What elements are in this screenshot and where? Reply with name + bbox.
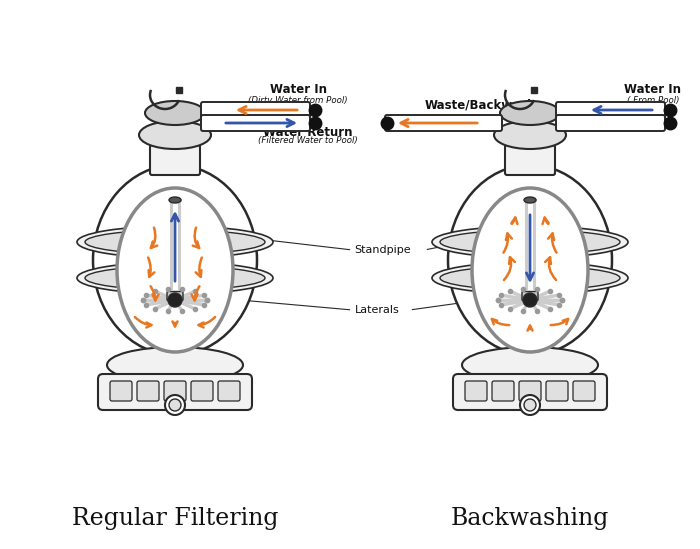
FancyBboxPatch shape — [218, 381, 240, 401]
Ellipse shape — [472, 188, 588, 352]
Circle shape — [524, 399, 536, 411]
Ellipse shape — [432, 226, 628, 258]
FancyBboxPatch shape — [137, 381, 159, 401]
Ellipse shape — [117, 188, 233, 352]
Circle shape — [168, 293, 182, 307]
FancyBboxPatch shape — [546, 381, 568, 401]
Ellipse shape — [432, 262, 628, 294]
FancyBboxPatch shape — [492, 381, 514, 401]
FancyBboxPatch shape — [519, 381, 541, 401]
Text: Waste/Backwash: Waste/Backwash — [425, 98, 536, 111]
FancyBboxPatch shape — [164, 381, 186, 401]
FancyBboxPatch shape — [573, 381, 595, 401]
Ellipse shape — [524, 197, 536, 203]
Text: Water In: Water In — [624, 83, 682, 96]
FancyBboxPatch shape — [556, 102, 665, 118]
Ellipse shape — [107, 347, 243, 383]
FancyBboxPatch shape — [453, 374, 607, 410]
Ellipse shape — [448, 165, 612, 355]
FancyBboxPatch shape — [110, 381, 132, 401]
Ellipse shape — [440, 230, 620, 254]
Ellipse shape — [77, 226, 273, 258]
Text: (Dirty Water from Pool): (Dirty Water from Pool) — [248, 96, 348, 105]
FancyBboxPatch shape — [385, 115, 502, 131]
Ellipse shape — [139, 121, 211, 149]
Ellipse shape — [440, 266, 620, 290]
FancyBboxPatch shape — [191, 381, 213, 401]
FancyBboxPatch shape — [201, 115, 310, 131]
FancyBboxPatch shape — [98, 374, 252, 410]
FancyBboxPatch shape — [201, 102, 310, 118]
FancyBboxPatch shape — [150, 145, 200, 175]
Circle shape — [523, 293, 537, 307]
FancyBboxPatch shape — [465, 381, 487, 401]
Text: Regular Filtering: Regular Filtering — [71, 507, 279, 530]
Ellipse shape — [145, 101, 205, 125]
Ellipse shape — [93, 165, 257, 355]
Text: (Filtered Water to Pool): (Filtered Water to Pool) — [258, 136, 358, 145]
Circle shape — [165, 395, 185, 415]
Ellipse shape — [85, 230, 265, 254]
Ellipse shape — [462, 347, 598, 383]
Text: Backwashing: Backwashing — [451, 507, 609, 530]
Ellipse shape — [169, 197, 181, 203]
FancyBboxPatch shape — [556, 115, 665, 131]
Ellipse shape — [85, 266, 265, 290]
Text: ( From Pool): ( From Pool) — [626, 96, 679, 105]
Ellipse shape — [77, 262, 273, 294]
Text: Water Return: Water Return — [263, 126, 353, 139]
Text: Laterals: Laterals — [354, 305, 399, 315]
Circle shape — [520, 395, 540, 415]
FancyBboxPatch shape — [505, 145, 555, 175]
Circle shape — [169, 399, 181, 411]
Text: Standpipe: Standpipe — [354, 245, 411, 255]
FancyBboxPatch shape — [522, 292, 538, 300]
Ellipse shape — [494, 121, 566, 149]
Text: Water In: Water In — [270, 83, 326, 96]
FancyBboxPatch shape — [167, 292, 183, 300]
Ellipse shape — [500, 101, 560, 125]
